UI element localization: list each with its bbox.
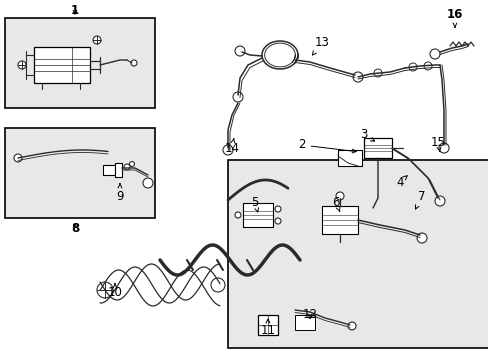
Bar bbox=[227, 160, 488, 348]
Text: 3: 3 bbox=[360, 129, 374, 141]
Circle shape bbox=[142, 178, 153, 188]
Circle shape bbox=[416, 233, 426, 243]
Circle shape bbox=[210, 278, 224, 292]
Circle shape bbox=[438, 143, 448, 153]
Text: 11: 11 bbox=[260, 319, 275, 337]
Text: 2: 2 bbox=[298, 139, 355, 153]
Bar bbox=[337, 150, 361, 166]
Bar bbox=[103, 165, 115, 175]
Circle shape bbox=[352, 72, 362, 82]
Circle shape bbox=[235, 212, 241, 218]
Bar bbox=[258, 315, 278, 335]
Text: 13: 13 bbox=[312, 36, 329, 55]
Text: 6: 6 bbox=[331, 195, 339, 211]
Bar bbox=[115, 163, 122, 177]
Text: 16: 16 bbox=[446, 9, 462, 27]
Text: 8: 8 bbox=[71, 221, 79, 234]
Bar bbox=[243, 203, 272, 227]
Circle shape bbox=[423, 62, 431, 70]
Bar bbox=[294, 315, 314, 330]
Circle shape bbox=[232, 92, 243, 102]
Text: 7: 7 bbox=[415, 189, 425, 209]
Text: 5: 5 bbox=[251, 195, 258, 212]
Circle shape bbox=[347, 322, 355, 330]
Text: 10: 10 bbox=[107, 284, 122, 300]
Bar bbox=[34, 47, 90, 83]
Bar bbox=[5, 128, 155, 218]
Text: 4: 4 bbox=[395, 175, 407, 189]
Text: 9: 9 bbox=[116, 184, 123, 202]
Text: 15: 15 bbox=[429, 135, 445, 152]
Bar bbox=[5, 18, 155, 108]
Circle shape bbox=[18, 61, 26, 69]
Circle shape bbox=[408, 63, 416, 71]
Circle shape bbox=[131, 60, 137, 66]
Circle shape bbox=[129, 162, 134, 166]
Circle shape bbox=[93, 36, 101, 44]
Circle shape bbox=[335, 192, 343, 200]
Circle shape bbox=[14, 154, 22, 162]
Circle shape bbox=[434, 196, 444, 206]
Text: 1: 1 bbox=[71, 4, 79, 17]
Circle shape bbox=[223, 145, 232, 155]
Circle shape bbox=[274, 206, 281, 212]
Circle shape bbox=[235, 46, 244, 56]
Text: 12: 12 bbox=[302, 309, 317, 321]
Circle shape bbox=[373, 69, 381, 77]
Circle shape bbox=[124, 164, 130, 170]
Bar bbox=[321, 206, 357, 234]
Circle shape bbox=[97, 282, 113, 298]
Text: 14: 14 bbox=[224, 139, 239, 154]
Circle shape bbox=[429, 49, 439, 59]
Bar bbox=[363, 138, 391, 158]
Circle shape bbox=[274, 218, 281, 224]
